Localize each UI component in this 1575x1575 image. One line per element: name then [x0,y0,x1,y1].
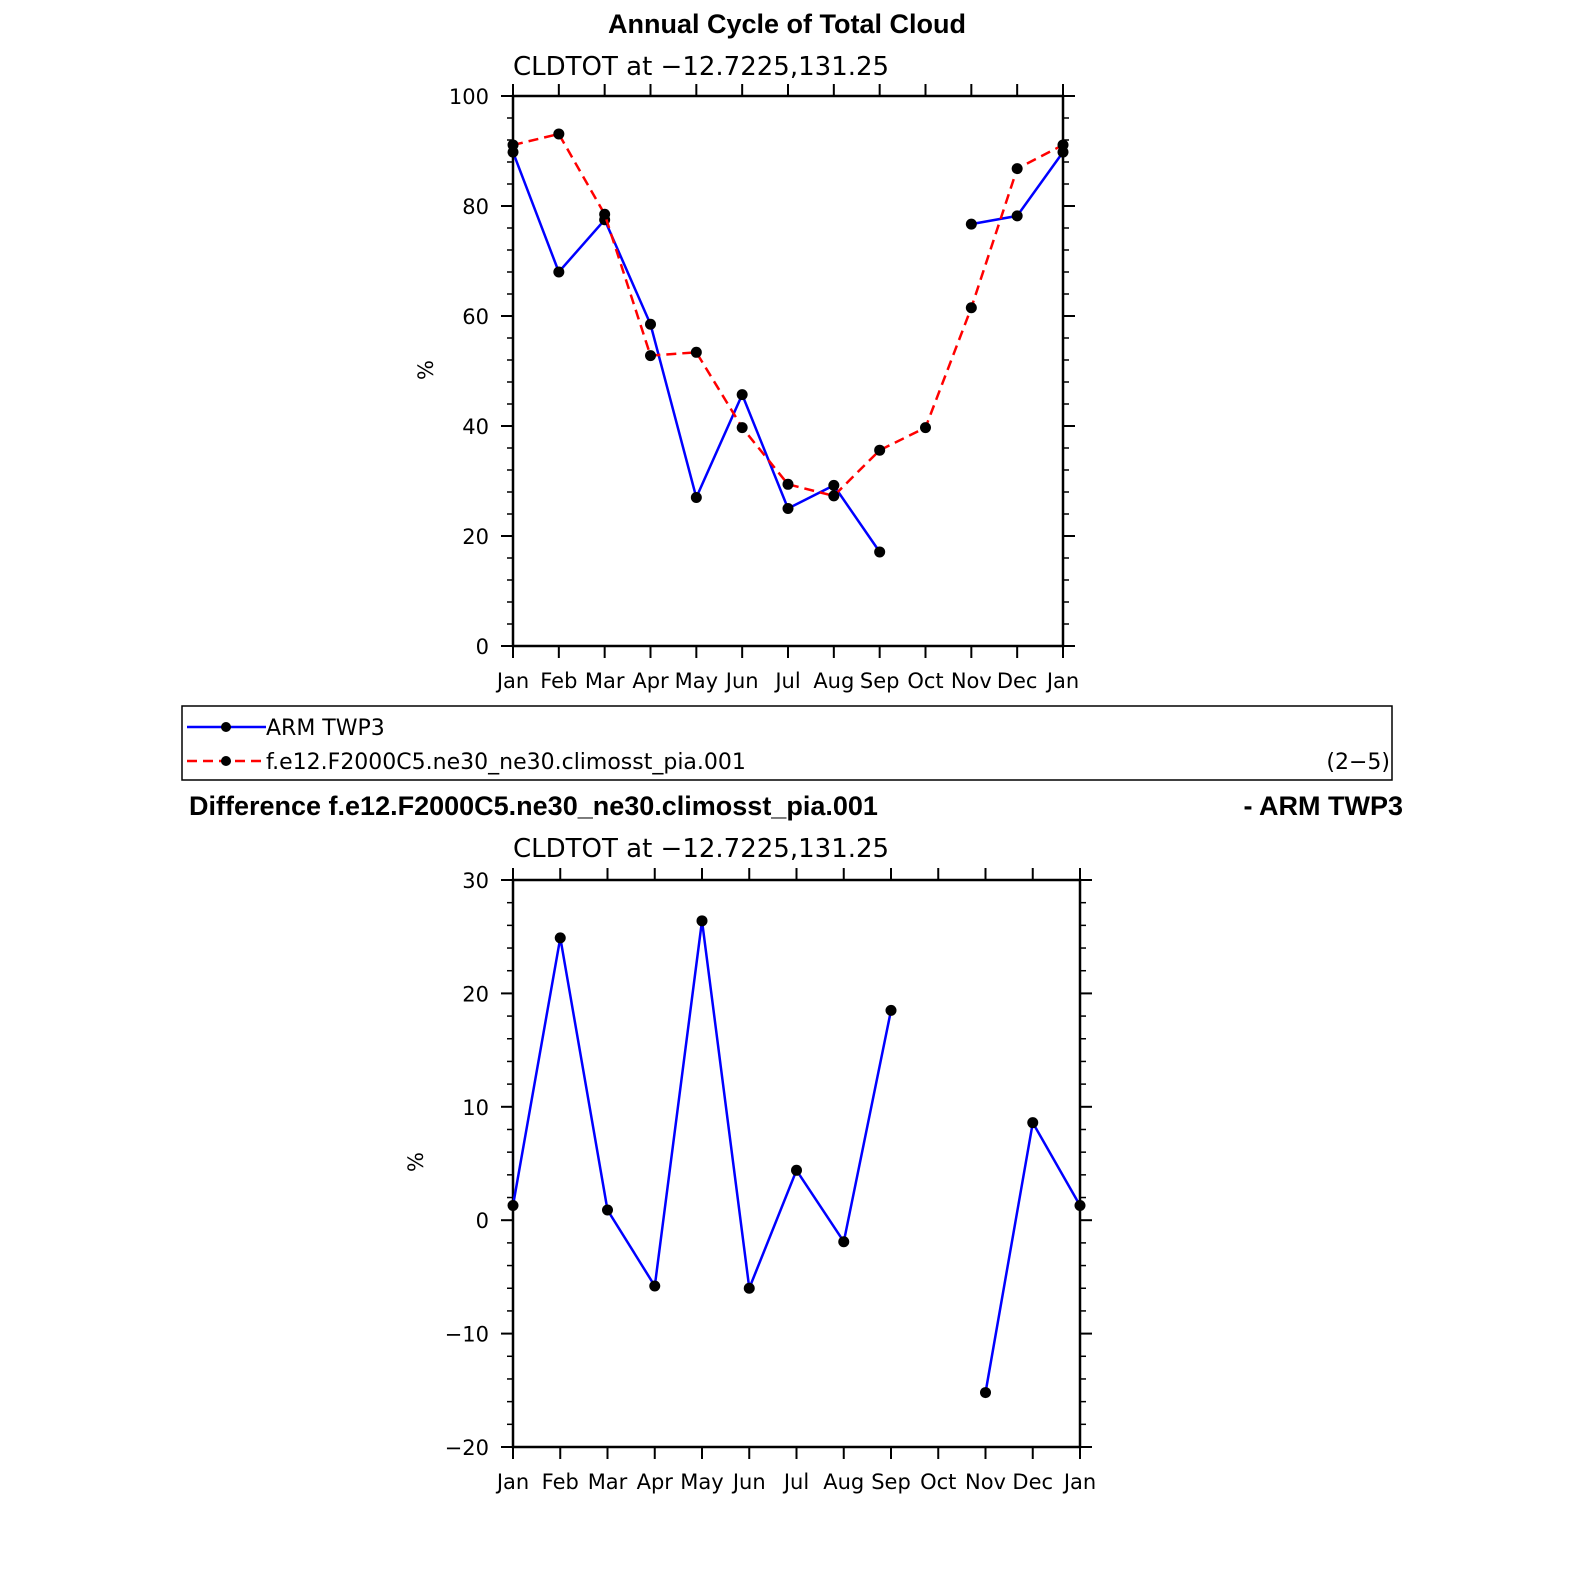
chart1-ytick-label: 40 [462,415,489,439]
chart2-xtick-label: Jul [782,1470,809,1494]
chart2-series-difference-point [885,1004,897,1016]
chart2-xtick-label: Mar [588,1470,628,1494]
chart2-xtick-label: Apr [637,1470,674,1494]
chart2-frame [511,878,1082,1449]
chart2-title-right: - ARM TWP3 [1244,791,1403,821]
chart2-series-difference-point [980,1387,991,1399]
chart2-xtick-label: Jan [1062,1470,1096,1494]
chart1-subtitle: CLDTOT at −12.7225,131.25 [513,52,889,82]
chart1-xtick-label: Aug [813,669,854,693]
chart2-xtick-label: Jun [731,1470,766,1494]
chart1-series-arm-twp3-point [690,492,702,503]
chart2-xtick-label: Nov [965,1470,1006,1494]
chart1-series-f-e12-f2000c5-ne30-ne30-climosst-pia-001-point [782,478,794,490]
chart2-xtick-label: Feb [542,1470,579,1494]
chart1-series-f-e12-f2000c5-ne30-ne30-climosst-pia-001-point [1011,163,1023,175]
chart2-ytick-label: −10 [445,1323,489,1347]
chart2-xtick-label: Sep [871,1470,911,1494]
chart1-plot: Jan Feb Mar Apr May Jun Jul Aug Sep Oct Nov Dec Jan0… [449,84,1079,693]
chart1-series-arm-twp3-point [736,389,748,401]
chart2-series-difference-line [511,920,893,1294]
chart1-xtick-label: Sep [860,669,900,693]
chart2-series-difference-point [649,1280,661,1292]
chart2-xtick-label: Dec [1012,1470,1053,1494]
legend-label-model: f.e12.F2000C5.ne30_ne30.climosst_pia.001 [266,750,746,775]
chart1-xtick-label: Jul [773,669,800,693]
chart1-series-arm-twp3-point [828,479,840,491]
chart2-series-difference-point [507,1199,519,1211]
chart1-xtick-label: Apr [632,669,669,693]
chart2-xtick-label: Aug [823,1470,864,1494]
chart1-series-f-e12-f2000c5-ne30-ne30-climosst-pia-001-point [645,350,656,362]
chart1-series-f-e12-f2000c5-ne30-ne30-climosst-pia-001-point [690,346,702,358]
chart1-series-f-e12-f2000c5-ne30-ne30-climosst-pia-001-point [553,128,565,140]
chart2-ytick-label: −20 [445,1436,489,1460]
chart1-ytick-label: 0 [476,635,489,659]
chart1-series-arm-twp3-point [782,503,794,514]
chart1-series-f-e12-f2000c5-ne30-ne30-climosst-pia-001-point [1057,139,1069,151]
chart2-xtick-label: May [680,1470,723,1494]
chart2-series-difference-point [602,1204,613,1216]
chart2-series-difference-point [1027,1117,1039,1129]
chart1-xtick-label: Oct [907,669,943,693]
chart1-series-arm-twp3-point [874,546,886,558]
chart1-series-arm-twp3-point [1011,210,1023,222]
chart1-frame [511,94,1065,648]
chart1-xtick-label: Dec [997,669,1038,693]
chart2-ytick-label: 30 [462,869,489,893]
legend: ARM TWP3 f.e12.F2000C5.ne30_ne30.climoss… [181,705,1393,781]
chart1-xtick-label: Jun [724,669,759,693]
chart1-xtick-label: Feb [540,669,577,693]
chart2-series-difference-line [984,1119,1082,1393]
chart1-series-f-e12-f2000c5-ne30-ne30-climosst-pia-001-point [828,490,840,502]
chart1-title: Annual Cycle of Total Cloud [608,9,966,39]
chart1-series-f-e12-f2000c5-ne30-ne30-climosst-pia-001-point [874,444,886,456]
chart1-ytick-label: 60 [462,305,489,329]
chart1-ytick-label: 100 [449,85,489,109]
chart2-series-difference-point [554,932,566,944]
chart2-series-difference-point [696,915,708,927]
legend-marker-obs [221,722,231,732]
chart1-series-f-e12-f2000c5-ne30-ne30-climosst-pia-001-point [507,139,519,151]
legend-marker-model [221,756,231,766]
chart1-xtick-label: Mar [585,669,625,693]
chart1-xtick-label: Nov [951,669,992,693]
chart1-series-arm-twp3-point [645,318,656,330]
chart2-ytick-label: 10 [462,1096,489,1120]
chart2-series-difference-point [743,1282,755,1294]
chart2-ytick-label: 0 [476,1209,489,1233]
chart2-ytick-label: 20 [462,982,489,1006]
chart2-series-difference-point [1074,1199,1086,1211]
chart2-plot: Jan Feb Mar Apr May Jun Jul Aug Sep Oct Nov Dec Jan−… [445,868,1096,1494]
chart1-xtick-label: May [675,669,718,693]
legend-box [181,705,1393,781]
chart2-xtick-label: Jan [495,1470,529,1494]
chart1-xtick-label: Jan [495,669,529,693]
chart2-xtick-label: Oct [920,1470,956,1494]
chart1-series-f-e12-f2000c5-ne30-ne30-climosst-pia-001-point [736,422,748,434]
chart2-subtitle: CLDTOT at −12.7225,131.25 [513,834,889,864]
chart1-series-f-e12-f2000c5-ne30-ne30-climosst-pia-001-point [965,302,977,314]
chart2-title: Difference f.e12.F2000C5.ne30_ne30.climo… [189,791,878,821]
chart1-ylabel: % [414,360,438,380]
chart1-series-arm-twp3-point [553,266,565,278]
chart1-xtick-label: Jan [1045,669,1079,693]
legend-note: (2−5) [1326,750,1390,775]
legend-label-obs: ARM TWP3 [266,716,385,741]
chart1-series-arm-twp3-point [965,218,977,230]
chart1-series-f-e12-f2000c5-ne30-ne30-climosst-pia-001-point [920,422,931,434]
chart1-series-f-e12-f2000c5-ne30-ne30-climosst-pia-001-point [599,208,611,220]
chart2-series-difference-point [791,1164,802,1176]
chart1-series-f-e12-f2000c5-ne30-ne30-climosst-pia-001-line [512,132,1064,498]
chart1-ytick-label: 20 [462,525,489,549]
chart1-ytick-label: 80 [462,195,489,219]
chart2-ylabel: % [404,1152,428,1172]
chart2-series-difference-point [838,1236,850,1248]
